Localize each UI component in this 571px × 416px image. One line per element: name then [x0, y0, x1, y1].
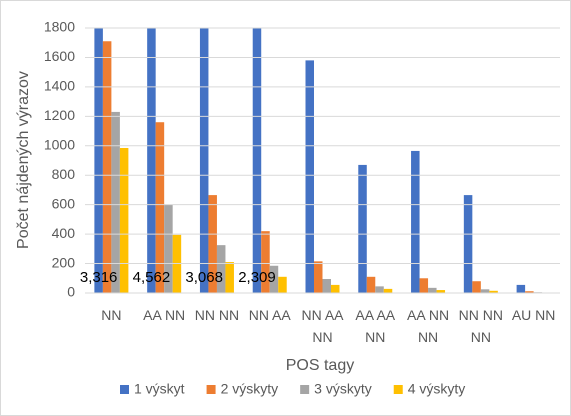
- bar: [358, 164, 367, 293]
- legend-label: 3 výskyty: [314, 381, 372, 397]
- bar: [411, 150, 420, 293]
- bar: [428, 287, 437, 293]
- x-tick-label: NN NN: [195, 307, 239, 323]
- plot-area: [94, 28, 551, 294]
- bar: [383, 288, 393, 293]
- y-tick-label: 1600: [44, 48, 75, 64]
- x-tick-label: NN AA: [249, 307, 292, 323]
- bar: [419, 278, 429, 293]
- y-axis-title: Počet nájdených výrazov: [15, 71, 32, 249]
- bar: [305, 60, 314, 294]
- bar: [119, 147, 129, 293]
- bar: [261, 231, 270, 293]
- data-label: 4,562: [133, 269, 171, 286]
- y-tick-label: 600: [52, 195, 76, 211]
- y-tick-label: 1000: [44, 136, 75, 152]
- y-tick-label: 200: [52, 254, 76, 270]
- legend-label: 1 výskyt: [134, 381, 185, 397]
- x-tick-label: NN AA NN: [301, 307, 344, 345]
- data-label: 3,068: [185, 269, 223, 286]
- legend-label: 2 výskyty: [221, 381, 279, 397]
- x-tick-label: NN: [101, 307, 121, 323]
- bar: [322, 279, 331, 293]
- y-tick-label: 1200: [44, 107, 75, 123]
- bar: [164, 204, 173, 293]
- data-label: 2,309: [238, 269, 276, 286]
- bar: [436, 290, 446, 293]
- bar: [102, 41, 112, 293]
- bar: [252, 28, 262, 293]
- y-tick-label: 1800: [44, 19, 75, 35]
- bar: [366, 276, 376, 293]
- legend-label: 4 výskyty: [408, 381, 466, 397]
- bar: [489, 290, 498, 293]
- bar: [331, 284, 340, 293]
- bar: [516, 284, 526, 293]
- y-tick-label: 400: [52, 225, 76, 241]
- bar: [199, 28, 209, 294]
- legend-swatch: [206, 385, 216, 394]
- bar: [94, 28, 103, 294]
- bar: [225, 262, 234, 293]
- legend-swatch: [300, 385, 310, 394]
- x-axis-title: POS tagy: [286, 357, 354, 374]
- x-tick-label: AU NN: [512, 307, 556, 323]
- bar: [480, 289, 490, 293]
- bar: [472, 281, 481, 293]
- y-tick-label: 1400: [44, 78, 75, 94]
- y-tick-label: 800: [52, 166, 76, 182]
- bar: [314, 261, 323, 293]
- x-tick-label: AA AA NN: [355, 307, 395, 345]
- x-tick-label: AA NN: [143, 307, 185, 323]
- bar: [155, 122, 165, 293]
- bar: [375, 286, 384, 293]
- bar: [147, 28, 156, 294]
- x-tick-label: AA NN NN: [407, 307, 449, 345]
- legend-swatch: [393, 385, 403, 394]
- bar: [269, 265, 279, 293]
- bar: [208, 195, 217, 293]
- bar: [463, 195, 473, 293]
- bar: [111, 111, 120, 294]
- x-tick-label: NN NN NN: [459, 307, 503, 345]
- legend-swatch: [120, 385, 129, 394]
- bar: [278, 276, 287, 293]
- bar: [525, 291, 534, 293]
- y-tick-label: 0: [67, 284, 75, 300]
- bar: [216, 245, 226, 293]
- data-label: 3,316: [80, 269, 118, 286]
